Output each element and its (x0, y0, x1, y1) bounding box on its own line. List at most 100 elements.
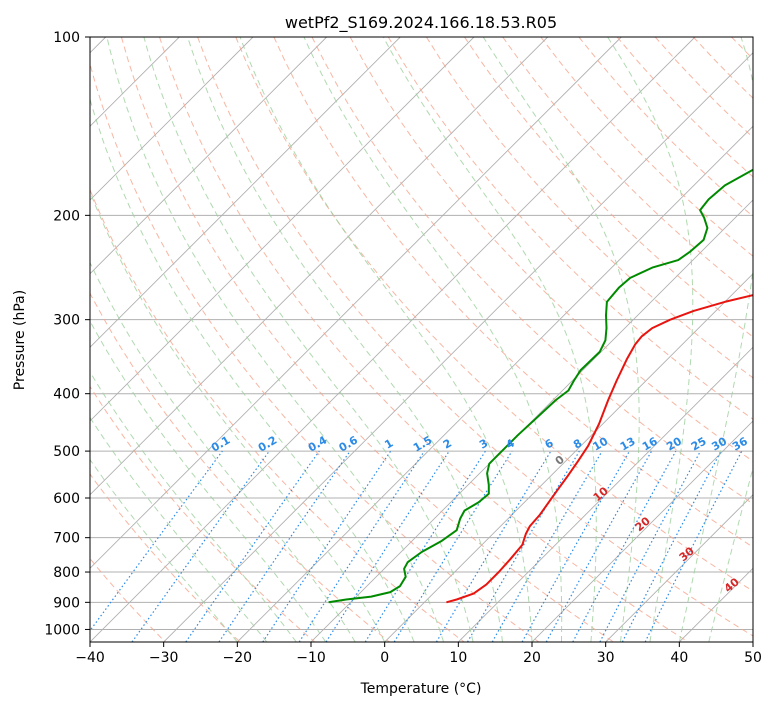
chart-title: wetPf2_S169.2024.166.18.53.R05 (285, 13, 557, 33)
moist-adiabat-line (239, 37, 533, 642)
x-tick-label: −40 (75, 650, 105, 666)
temperature-profile (446, 294, 753, 604)
isotherm-line (752, 641, 753, 642)
moist-adiabat-line (187, 37, 503, 642)
isotherm-line (531, 420, 753, 642)
moist-adiabat-line (678, 37, 753, 642)
y-axis: 100 200 300 400 500 600 700 800 900 1000 (44, 30, 90, 638)
x-axis: −40 −30 −20 −10 0 10 20 30 40 50 (75, 642, 762, 666)
plot-frame (89, 36, 754, 643)
moist-adiabat-label: 30 (677, 544, 697, 564)
mixing-ratio-line (131, 450, 270, 642)
dry-adiabat-line (692, 37, 753, 99)
dry-adiabat-line (349, 37, 753, 462)
x-tick-label: −10 (296, 650, 326, 666)
moist-adiabat-label: 20 (633, 514, 653, 534)
mixing-ratio-line (572, 450, 677, 642)
x-tick-label: −30 (149, 650, 179, 666)
moist-adiabat-line (482, 37, 640, 642)
x-tick-label: −20 (223, 650, 253, 666)
moist-adiabat-line (143, 37, 474, 642)
isotherm-line (310, 199, 753, 642)
y-tick-label: 800 (53, 565, 80, 581)
mixing-ratio-line (545, 450, 653, 642)
y-axis-label: Pressure (hPa) (12, 290, 28, 390)
moist-adiabat-line (708, 466, 753, 642)
y-tick-label: 900 (53, 595, 80, 611)
y-tick-label: 100 (53, 30, 80, 46)
isotherm-line (236, 125, 753, 642)
x-tick-label: 10 (449, 650, 467, 666)
dry-adiabat-line (197, 37, 753, 637)
dry-adiabat-line (90, 188, 465, 642)
dry-adiabat-line (654, 37, 753, 139)
moist-adiabat-line (90, 458, 238, 642)
mixing-ratio-line (521, 450, 631, 642)
isotherm-line (90, 37, 622, 569)
mixing-ratio-line (364, 450, 486, 642)
mixing-ratio-line (218, 450, 351, 642)
mixing-ratio-line (262, 450, 392, 642)
mixing-ratio-line (185, 450, 320, 642)
y-tick-label: 200 (53, 208, 80, 224)
moist-adiabat-line (90, 261, 356, 642)
y-tick-label: 300 (53, 313, 80, 329)
isotherm-line (90, 37, 254, 201)
moist-adiabat-line (303, 37, 563, 642)
dry-adiabat-line (90, 292, 390, 642)
dry-adiabat-line (90, 557, 166, 642)
isotherm-line (605, 494, 753, 642)
dry-adiabat-line (425, 37, 753, 379)
mixing-ratio-label: 2 (441, 437, 454, 452)
y-tick-label: 1000 (44, 622, 80, 638)
isotherm-line (90, 37, 475, 422)
mixing-ratio-line (90, 450, 223, 632)
dry-adiabat-line (770, 37, 775, 642)
isotherm-line (457, 346, 753, 642)
mixing-ratio-line (393, 450, 513, 642)
isotherm-line (90, 37, 328, 275)
background-lines (90, 37, 775, 642)
dry-adiabat-line (464, 37, 753, 338)
x-axis-label: Temperature (°C) (360, 681, 482, 697)
x-tick-label: 40 (670, 650, 688, 666)
moist-adiabat-label: 0 (553, 453, 567, 468)
x-tick-label: 0 (380, 650, 389, 666)
x-tick-label: 50 (744, 650, 762, 666)
dry-adiabat-line (159, 37, 689, 642)
isotherm-line (163, 52, 753, 642)
dry-adiabat-line (578, 37, 753, 218)
dry-adiabat-line (273, 37, 753, 548)
mixing-ratio-line (325, 450, 450, 642)
series-layer (328, 168, 753, 604)
y-tick-label: 500 (53, 444, 80, 460)
moist-adiabat-line (90, 190, 386, 642)
dry-adiabat-line (387, 37, 753, 420)
isotherm-line (384, 273, 753, 642)
dry-adiabat-line (120, 37, 614, 642)
dry-adiabat-line (90, 62, 540, 642)
dewpoint-profile (328, 168, 753, 604)
mixing-ratio-line (466, 450, 580, 642)
isotherm-line (90, 37, 696, 642)
x-tick-label: 30 (597, 650, 615, 666)
moist-adiabat-line (90, 97, 415, 642)
moist-adiabat-line (90, 320, 327, 642)
y-tick-label: 400 (53, 387, 80, 403)
moist-adiabat-line (90, 370, 297, 642)
moist-adiabat-line (90, 416, 268, 642)
moist-adiabat-line (106, 37, 445, 642)
isotherm-line (90, 37, 549, 496)
moist-adiabat-line (382, 37, 597, 642)
dry-adiabat-line (90, 473, 241, 642)
x-tick-label: 20 (523, 650, 541, 666)
mixing-ratio-label: 6 (543, 436, 556, 451)
dry-adiabat-line (90, 385, 316, 642)
y-tick-label: 600 (53, 491, 80, 507)
y-tick-label: 700 (53, 531, 80, 547)
mixing-ratio-line (298, 450, 425, 642)
isotherm-line (90, 37, 401, 348)
moist-adiabat-line (607, 37, 694, 642)
mixing-ratio-line (644, 450, 743, 642)
